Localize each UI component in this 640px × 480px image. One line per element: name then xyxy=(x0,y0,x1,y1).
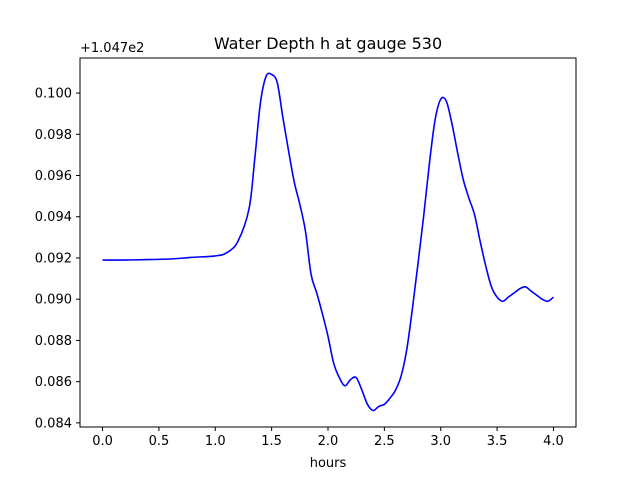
series-line xyxy=(102,72,554,412)
x-tick-label: 2.0 xyxy=(318,434,339,449)
y-tick-label: 0.084 xyxy=(35,416,72,431)
x-tick-label: 4.0 xyxy=(543,434,564,449)
y-tick-label: 0.100 xyxy=(35,87,72,102)
x-tick-label: 3.5 xyxy=(487,434,508,449)
y-tick-label: 0.092 xyxy=(35,251,72,266)
x-tick-label: 2.5 xyxy=(374,434,395,449)
y-tick-label: 0.090 xyxy=(35,293,72,308)
x-tick-label: 1.5 xyxy=(261,434,282,449)
y-tick-label: 0.098 xyxy=(35,128,72,143)
y-offset-label: +1.047e2 xyxy=(80,41,144,56)
y-tick-label: 0.088 xyxy=(35,334,72,349)
y-tick-label: 0.086 xyxy=(35,375,72,390)
chart-title: Water Depth h at gauge 530 xyxy=(214,34,442,53)
y-axis: 0.084 0.086 0.088 0.090 0.092 0.094 0.096 0.098… xyxy=(35,87,80,431)
x-axis: 0.0 0.5 1.0 1.5 2.0 2.5 3.0 3.5 4.0 xyxy=(92,427,564,449)
x-tick-label: 1.0 xyxy=(205,434,226,449)
x-tick-label: 3.0 xyxy=(430,434,451,449)
y-tick-label: 0.096 xyxy=(35,169,72,184)
y-tick-label: 0.094 xyxy=(35,210,72,225)
x-tick-label: 0.5 xyxy=(149,434,170,449)
x-tick-label: 0.0 xyxy=(92,434,113,449)
x-axis-label: hours xyxy=(310,456,347,471)
plot-area xyxy=(102,72,554,412)
